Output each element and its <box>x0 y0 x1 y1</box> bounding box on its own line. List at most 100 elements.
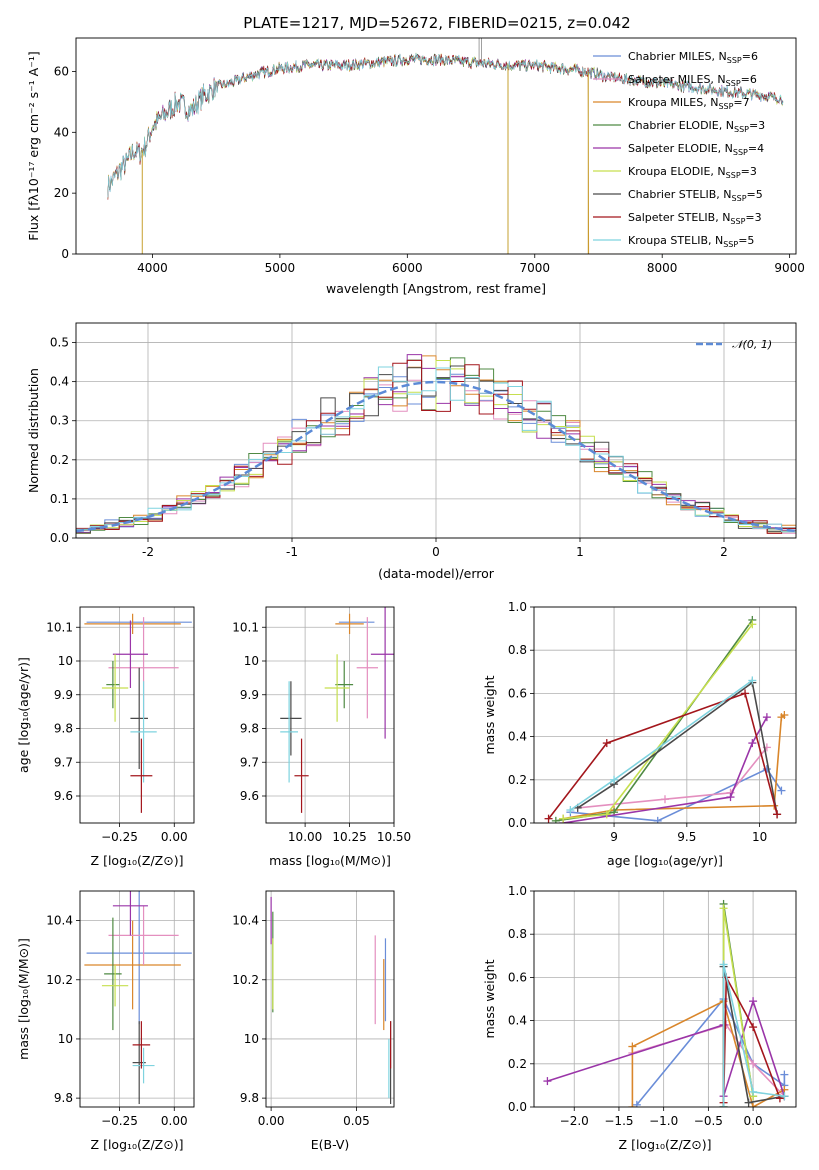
y-tick-label: 10.1 <box>232 620 259 634</box>
legend-label-sub: SSP <box>734 125 749 134</box>
y-tick-label: 9.6 <box>240 789 259 803</box>
legend-label: Salpeter STELIB, NSSP=3 <box>628 211 762 226</box>
axes-frame <box>75 322 797 539</box>
weight-marker <box>566 806 575 815</box>
y-tick-label: 0.3 <box>50 414 69 428</box>
errorbar-point <box>101 964 129 1007</box>
weight-marker <box>559 814 568 823</box>
errorbar-point <box>106 661 120 709</box>
legend-label-main: Chabrier STELIB, N <box>628 188 732 201</box>
errorbar-point <box>294 738 309 813</box>
x-tick-label: 4000 <box>137 261 168 275</box>
weight-marker <box>744 1098 753 1107</box>
legend-label-sub: SSP <box>732 194 747 203</box>
errorbar-point <box>280 681 298 783</box>
x-axis-label: age [log₁₀(age/yr)] <box>607 853 723 868</box>
x-tick-label: 9 <box>610 830 618 844</box>
y-tick-label: 0.2 <box>508 1057 527 1071</box>
legend-label-tail: =3 <box>741 165 757 178</box>
weight-marker <box>632 1100 641 1107</box>
plot-area <box>107 38 784 254</box>
plot-area <box>270 896 392 1105</box>
weight-marker <box>762 765 771 773</box>
x-tick-label: 0 <box>432 545 440 559</box>
legend-label-main: Kroupa MILES, N <box>628 96 718 109</box>
errorbar-point <box>84 920 181 1010</box>
weight-marker <box>762 713 771 722</box>
weight-series-line <box>562 716 768 823</box>
y-tick-label: 10.4 <box>232 914 259 928</box>
x-tick-label: 0.05 <box>343 1114 370 1128</box>
x-tick-label: 7000 <box>519 261 550 275</box>
y-tick-label: 9.7 <box>54 755 73 769</box>
x-tick-label: −0.5 <box>694 1114 723 1128</box>
weight-series-line <box>722 974 781 1103</box>
y-tick-label: 0.8 <box>508 643 527 657</box>
legend-label: 𝒩(0, 1) <box>732 338 772 351</box>
legend-label-tail: =3 <box>749 119 765 132</box>
legend-label-sub: SSP <box>726 79 741 88</box>
weight-series-line <box>722 964 785 1107</box>
weight-marker <box>780 711 789 719</box>
x-tick-label: -1 <box>286 545 298 559</box>
x-axis-label: E(B-V) <box>311 1137 350 1152</box>
y-tick-label: 9.7 <box>240 755 259 769</box>
legend-label-main: Salpeter ELODIE, N <box>628 142 733 155</box>
legend-label-tail: =4 <box>748 142 764 155</box>
x-axis-label: Z [log₁₀(Z/Z⊙)] <box>91 1137 184 1152</box>
legend-label: Chabrier STELIB, NSSP=5 <box>628 188 763 203</box>
y-tick-label: 1.0 <box>508 600 527 614</box>
weight-marker <box>748 739 757 748</box>
panel-residuals: -2 -1 0 1 2 0.0 0.1 0.2 0.3 0.4 0.5 (data-model)/er… <box>26 322 797 581</box>
weight-marker <box>544 814 553 823</box>
legend-label-main: Salpeter MILES, N <box>628 73 726 86</box>
legend-label-tail: =5 <box>747 188 763 201</box>
x-tick-label: -2 <box>142 545 154 559</box>
x-tick-label: 1 <box>576 545 584 559</box>
panel-mass_vs_ebv: 0.00 0.05 9.8 10 10.2 10.4 E(B-V) <box>232 890 395 1152</box>
y-tick-label: 0.6 <box>508 686 527 700</box>
x-tick-label: −0.25 <box>101 830 138 844</box>
weight-marker <box>610 775 619 784</box>
y-tick-label: 0.0 <box>508 816 527 830</box>
weight-marker <box>543 1077 552 1086</box>
weight-marker <box>749 1059 758 1068</box>
weight-series-line <box>570 767 783 822</box>
x-tick-label: 0.0 <box>744 1114 763 1128</box>
weight-marker <box>719 960 728 969</box>
y-tick-label: 0.6 <box>508 970 527 984</box>
errorbar-point <box>335 661 354 709</box>
legend-label-tail: =3 <box>745 211 761 224</box>
weight-marker <box>628 1042 637 1051</box>
axes-frame <box>79 606 195 824</box>
legend-label-sub: SSP <box>733 148 748 157</box>
x-tick-label: 8000 <box>647 261 678 275</box>
legend-label: Chabrier MILES, NSSP=6 <box>628 50 758 65</box>
weight-marker <box>719 1103 728 1107</box>
x-tick-label: 9000 <box>774 261 805 275</box>
spectrum-series-line <box>107 52 784 198</box>
y-tick-label: 10.1 <box>46 620 73 634</box>
y-tick-label: 9.6 <box>54 789 73 803</box>
errorbar-point <box>104 917 122 1031</box>
legend-label-tail: =5 <box>738 234 754 247</box>
weight-marker <box>749 1103 758 1107</box>
axes-frame <box>533 606 797 824</box>
x-axis-label: (data-model)/error <box>378 566 495 581</box>
y-tick-label: 9.9 <box>240 688 259 702</box>
errorbar-point <box>112 891 148 936</box>
x-tick-label: 0.00 <box>161 830 188 844</box>
weight-marker <box>726 793 735 802</box>
weight-marker <box>748 676 757 685</box>
panel-age_vs_Z: −0.25 0.00 9.6 9.7 9.8 9.9 10 10.1 Z [log₁₀(Z/Z⊙… <box>16 606 195 868</box>
errorbar-point <box>132 1047 155 1084</box>
x-axis-label: mass [log₁₀(M/M⊙)] <box>269 853 391 868</box>
weight-marker <box>602 739 611 748</box>
plot-area <box>84 613 192 813</box>
legend-label-main: Kroupa STELIB, N <box>628 234 723 247</box>
legend-label: Kroupa STELIB, NSSP=5 <box>628 234 754 249</box>
errorbar-point <box>84 613 181 634</box>
weight-series-line <box>569 679 753 811</box>
y-tick-label: 10.2 <box>46 973 73 987</box>
legend-label-sub: SSP <box>730 217 745 226</box>
